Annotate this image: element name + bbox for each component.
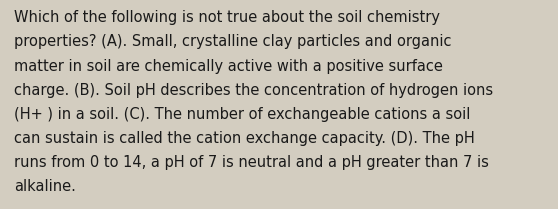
Text: (H+ ) in a soil. (C). The number of exchangeable cations a soil: (H+ ) in a soil. (C). The number of exch… [14, 107, 470, 122]
Text: matter in soil are chemically active with a positive surface: matter in soil are chemically active wit… [14, 59, 443, 74]
Text: can sustain is called the cation exchange capacity. (D). The pH: can sustain is called the cation exchang… [14, 131, 475, 146]
Text: runs from 0 to 14, a pH of 7 is neutral and a pH greater than 7 is: runs from 0 to 14, a pH of 7 is neutral … [14, 155, 489, 170]
Text: alkaline.: alkaline. [14, 179, 76, 194]
Text: Which of the following is not true about the soil chemistry: Which of the following is not true about… [14, 10, 440, 25]
Text: properties? (A). Small, crystalline clay particles and organic: properties? (A). Small, crystalline clay… [14, 34, 451, 50]
Text: charge. (B). Soil pH describes the concentration of hydrogen ions: charge. (B). Soil pH describes the conce… [14, 83, 493, 98]
